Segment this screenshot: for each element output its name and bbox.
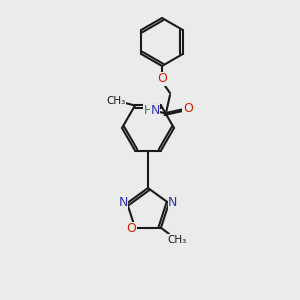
Text: H: H xyxy=(144,103,152,116)
Text: N: N xyxy=(150,104,160,118)
Text: CH₃: CH₃ xyxy=(106,97,126,106)
Text: N: N xyxy=(168,196,178,209)
Text: O: O xyxy=(183,103,193,116)
Text: O: O xyxy=(157,73,167,85)
Text: O: O xyxy=(126,222,136,235)
Text: N: N xyxy=(118,196,128,209)
Text: CH₃: CH₃ xyxy=(167,235,187,245)
